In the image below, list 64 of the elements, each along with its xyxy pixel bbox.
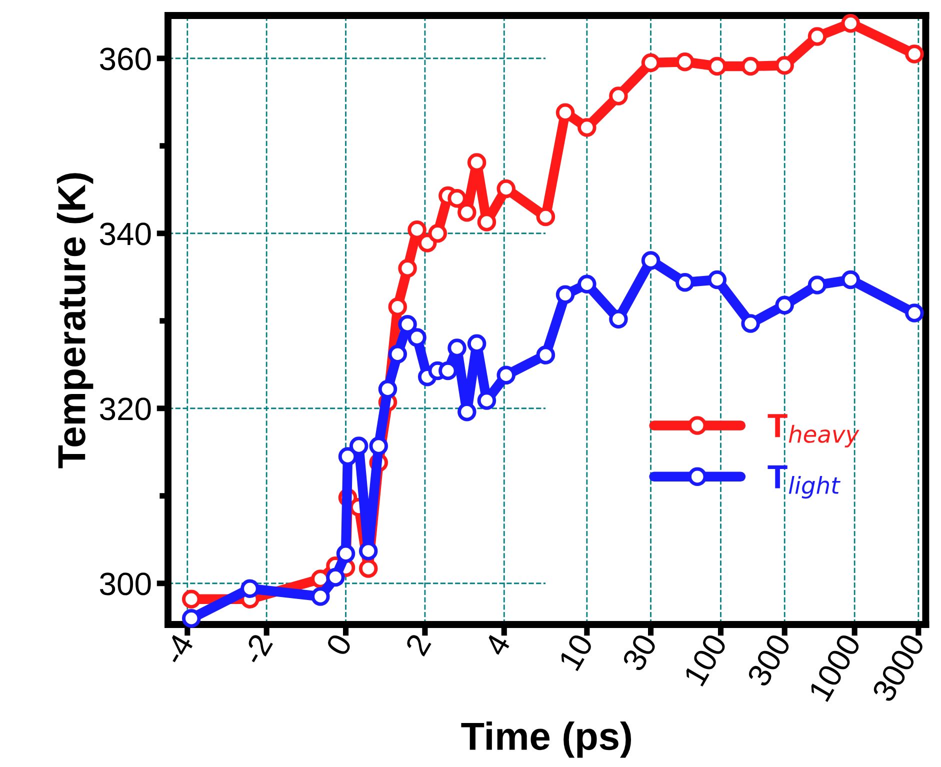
point [708,270,727,290]
x-tick-label: 10 [558,632,594,672]
y-tick-label: 340 [100,222,151,246]
x-tick-label: 2 [404,632,432,657]
y-tick-label: 300 [100,572,151,596]
point [641,53,660,72]
point [369,436,388,456]
point [428,224,447,243]
point [775,296,794,314]
point [536,207,556,226]
point [458,402,476,422]
point [448,189,466,208]
point [358,559,378,578]
x-tick-label: 30 [621,632,658,672]
point [808,276,827,294]
point [741,56,760,76]
point [388,344,408,364]
point [841,14,860,33]
y-axis-title: Temperature (K) [56,173,94,468]
x-tick-label: 100 [683,632,728,687]
point [496,179,516,198]
point [536,346,556,364]
point [496,366,516,384]
point [438,361,458,380]
point [326,568,345,587]
point [808,27,827,46]
point [349,436,368,456]
x-tick-label: -2 [240,632,273,666]
x-tick-label: 4 [484,632,511,658]
point [708,56,727,76]
point [240,579,260,598]
point [408,328,426,347]
point [358,542,378,560]
legend-label: T$_{light}$ [768,465,840,499]
point [458,203,476,222]
point [338,447,358,466]
point [477,212,496,232]
point [578,118,596,137]
point [676,273,694,292]
legend-label: T$_{heavy}$ [768,414,860,448]
point [609,310,628,328]
point [841,270,860,290]
y-tick-label: 360 [100,48,151,70]
point [609,86,628,106]
point [336,544,356,563]
x-tick-label: 0 [325,632,353,657]
point [467,334,486,353]
point [398,259,417,278]
x-tick-label: 300 [746,632,792,688]
point [182,609,201,628]
point [741,314,760,333]
point [578,274,596,294]
point [378,380,398,398]
point [676,52,694,72]
y-tick-label: 320 [100,398,151,420]
point [775,56,794,75]
x-axis-title: Time (ps) [461,722,632,758]
point [182,590,201,608]
point [467,153,486,172]
point [641,251,660,270]
x-tick-label: -4 [162,632,194,666]
point [448,338,466,358]
point [311,587,330,606]
point [388,298,408,316]
